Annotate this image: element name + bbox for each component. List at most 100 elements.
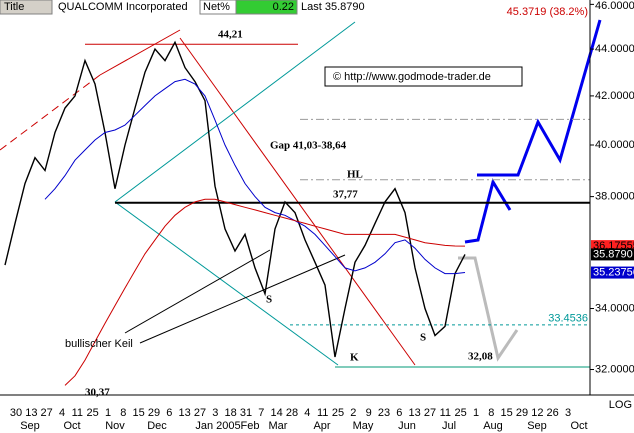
x-day-label: 8 xyxy=(120,407,126,419)
price-label: 45.3719 (38.2%) xyxy=(507,6,588,18)
annotation: 37,77 xyxy=(333,189,358,201)
x-day-label: 6 xyxy=(396,407,402,419)
x-day-label: 14 xyxy=(271,407,283,419)
x-day-label: 12 xyxy=(531,407,543,419)
header: Title QUALCOMM Incorporated Net% 0.22 La… xyxy=(0,0,380,15)
copyright-box xyxy=(324,66,523,87)
wedge-pointer xyxy=(139,254,346,344)
y-tick-label: 44.0000 xyxy=(595,43,634,55)
x-day-label: 11 xyxy=(440,407,451,419)
net-value: 0.22 xyxy=(273,1,294,13)
x-day-label: 13 xyxy=(25,407,37,419)
title-label: Title xyxy=(4,1,24,13)
annotation: K xyxy=(350,352,359,364)
y-tick-label: 38.0000 xyxy=(595,191,634,203)
x-month-label: Sep xyxy=(20,420,40,432)
x-month-label: Oct xyxy=(570,420,587,432)
x-day-label: 11 xyxy=(72,407,83,419)
annotation: S xyxy=(266,294,272,306)
price-label-box xyxy=(591,266,634,279)
price-label: 35.23756 xyxy=(593,266,634,278)
x-day-label: 27 xyxy=(41,407,53,419)
y-tick-label: 42.0000 xyxy=(595,90,634,102)
x-day-label: 8 xyxy=(488,407,494,419)
x-day-label: 4 xyxy=(59,407,65,419)
x-day-label: 25 xyxy=(332,407,344,419)
trend-lines xyxy=(0,19,602,366)
x-day-label: 11 xyxy=(317,407,328,419)
x-day-label: 25 xyxy=(87,407,99,419)
plot: 45.3719 (38.2%) 33.4536 44,21 Gap 41,03-38,… xyxy=(4,6,590,399)
x-day-label: 31 xyxy=(240,407,252,419)
x-day-label: 7 xyxy=(258,407,264,419)
x-day-label: 2 xyxy=(350,407,356,419)
price-label: 33.4536 xyxy=(548,313,588,325)
projection xyxy=(477,19,602,177)
price-label-box xyxy=(591,248,634,261)
y-tick-label: 34.0000 xyxy=(595,302,634,314)
x-month-label: Jul xyxy=(442,420,456,432)
x-day-label: 29 xyxy=(148,407,160,419)
x-day-label: 15 xyxy=(133,407,145,419)
x-day-label: 6 xyxy=(166,407,172,419)
x-day-label: 23 xyxy=(378,407,390,419)
annotation: Gap 41,03-38,64 xyxy=(270,140,347,152)
annotation: bullischer Keil xyxy=(65,338,133,350)
channel-line xyxy=(99,29,181,76)
x-day-label: 13 xyxy=(409,407,421,419)
x-month-label: Sep xyxy=(527,420,547,432)
x-month-label: May xyxy=(353,420,374,432)
downtrend-line xyxy=(179,37,416,366)
annotation: S xyxy=(420,332,426,344)
projection xyxy=(464,178,512,244)
moving-average xyxy=(44,78,466,275)
support-line xyxy=(114,21,356,203)
x-day-label: 29 xyxy=(516,407,528,419)
wedge-line xyxy=(114,201,339,366)
annotation: 30,37 xyxy=(85,387,110,399)
price-label: 35.8790 xyxy=(593,248,633,260)
x-day-label: 1 xyxy=(473,407,479,419)
x-day-label: 18 xyxy=(225,407,237,419)
x-month-label: Dec xyxy=(147,420,167,432)
x-day-label: 3 xyxy=(212,407,218,419)
channel-line xyxy=(0,74,101,151)
x-day-label: 25 xyxy=(455,407,467,419)
annotation: 44,21 xyxy=(218,29,243,41)
x-day-label: 1 xyxy=(105,407,111,419)
x-day-label: 27 xyxy=(424,407,436,419)
x-month-label: Feb xyxy=(241,420,260,432)
y-tick-label: 46.0000 xyxy=(595,0,634,12)
annotation: HL xyxy=(347,169,363,181)
x-day-label: 4 xyxy=(304,407,310,419)
x-day-label: 9 xyxy=(366,407,372,419)
x-month-label: Jun xyxy=(398,420,416,432)
x-day-label: 28 xyxy=(286,407,298,419)
copyright: © http://www.godmode-trader.de xyxy=(333,71,491,83)
x-month-label: Apr xyxy=(313,420,330,432)
x-day-label: 27 xyxy=(194,407,206,419)
x-month-label: Nov xyxy=(105,420,125,432)
x-day-label: 30 xyxy=(10,407,22,419)
scale-label: LOG xyxy=(609,399,632,411)
x-day-label: 13 xyxy=(179,407,191,419)
x-day-label: 3 xyxy=(565,407,571,419)
name: QUALCOMM Incorporated xyxy=(58,1,188,13)
x-month-label: Mar xyxy=(269,420,288,432)
x-day-label: 26 xyxy=(547,407,559,419)
y-tick-label: 32.0000 xyxy=(595,363,634,375)
y-tick-label: 40.0000 xyxy=(595,139,634,151)
annotation: 32,08 xyxy=(468,351,493,363)
title-box xyxy=(0,0,53,15)
moving-average xyxy=(64,198,466,386)
x-month-label: Aug xyxy=(483,420,503,432)
x-month-label: Oct xyxy=(63,420,80,432)
projection-alt xyxy=(458,256,519,362)
net-value-box xyxy=(235,0,298,15)
x-day-label: 15 xyxy=(501,407,513,419)
net-label: Net% xyxy=(203,1,230,13)
wedge-pointer xyxy=(124,249,271,334)
price-line xyxy=(4,40,466,358)
